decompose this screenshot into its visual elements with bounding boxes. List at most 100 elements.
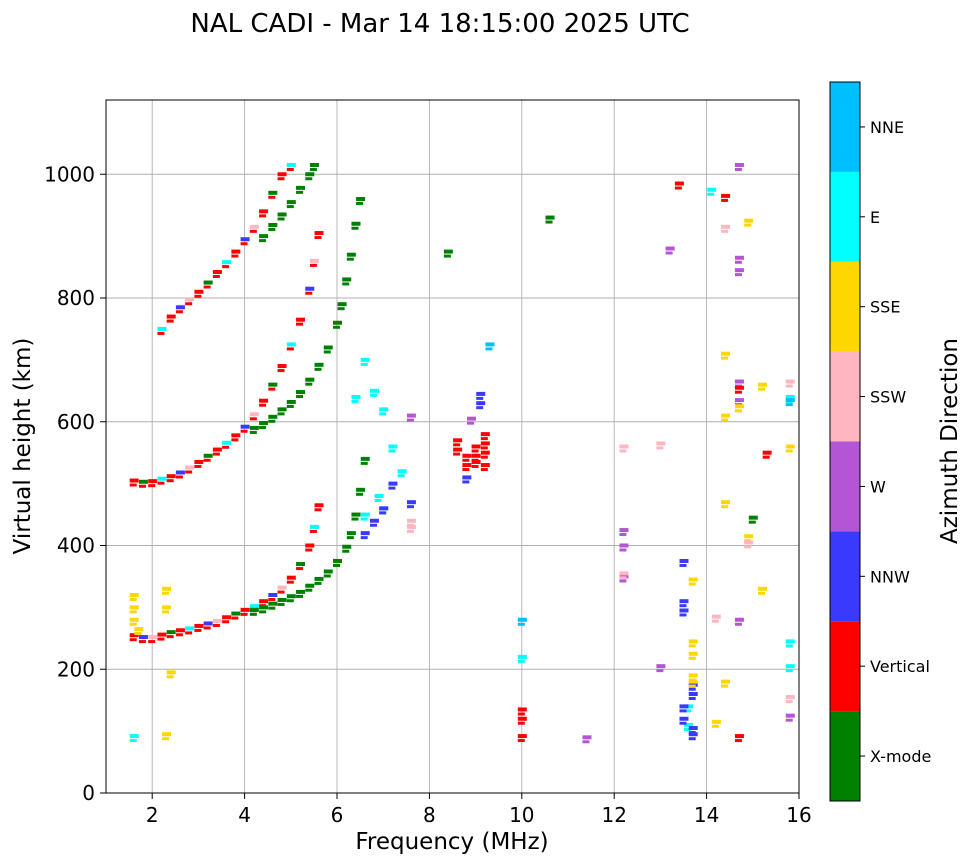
echo-mark — [185, 465, 195, 470]
echo-mark — [619, 576, 627, 580]
echo-mark — [249, 417, 257, 421]
colorbar-swatch — [830, 351, 860, 442]
echo-mark — [762, 450, 772, 455]
echo-mark — [259, 398, 269, 403]
echo-mark — [240, 612, 248, 616]
echo-mark — [166, 314, 176, 319]
echo-mark — [379, 506, 389, 511]
echo-mark — [369, 518, 379, 523]
echo-mark — [249, 430, 257, 434]
echo-mark — [162, 591, 170, 595]
echo-mark — [379, 412, 387, 416]
echo-mark — [545, 215, 555, 220]
echo-mark — [222, 620, 230, 624]
echo-mark — [758, 387, 766, 391]
echo-mark — [129, 598, 137, 601]
echo-mark — [462, 463, 472, 468]
echo-mark — [203, 458, 211, 462]
echo-mark — [175, 470, 185, 475]
echo-mark — [194, 289, 204, 294]
echo-mark — [305, 377, 315, 382]
colorbar-tick-label: W — [870, 477, 886, 496]
echo-mark — [785, 700, 793, 704]
echo-mark — [259, 209, 269, 214]
echo-mark — [157, 481, 165, 485]
series-1 — [249, 456, 370, 616]
echo-mark — [259, 420, 269, 425]
echo-mark — [476, 396, 484, 400]
echo-mark — [194, 628, 202, 632]
echo-mark — [517, 659, 525, 663]
echo-mark — [462, 458, 470, 462]
echo-mark — [406, 500, 416, 505]
echo-mark — [240, 607, 250, 612]
echo-mark — [476, 406, 484, 410]
series-13 — [517, 181, 772, 743]
echo-mark — [129, 739, 137, 743]
echo-mark — [162, 732, 172, 737]
echo-mark — [397, 469, 407, 474]
echo-mark — [582, 735, 592, 740]
echo-mark — [356, 202, 364, 205]
echo-mark — [356, 197, 366, 201]
echo-mark — [734, 268, 744, 273]
echo-mark — [762, 455, 770, 459]
echo-mark — [166, 630, 176, 635]
echo-mark — [360, 512, 370, 517]
echo-mark — [619, 543, 629, 548]
echo-mark — [711, 614, 721, 619]
echo-mark — [785, 403, 793, 407]
y-axis-ticks: 0 200 400 600 800 1000 — [44, 162, 106, 805]
echo-mark — [656, 446, 664, 450]
echo-mark — [360, 517, 368, 521]
echo-mark — [688, 692, 698, 696]
echo-mark — [129, 734, 139, 739]
echo-mark — [203, 280, 213, 285]
series-2 — [129, 231, 324, 488]
echo-mark — [379, 511, 387, 515]
echo-mark — [388, 486, 396, 490]
echo-mark — [688, 644, 696, 648]
echo-mark — [744, 545, 752, 549]
echo-mark — [758, 382, 768, 387]
echo-mark — [166, 635, 174, 639]
echo-mark — [277, 177, 285, 181]
echo-mark — [268, 601, 278, 606]
echo-mark — [679, 599, 689, 604]
echo-mark — [259, 599, 269, 604]
echo-mark — [286, 399, 296, 404]
echo-mark — [185, 297, 195, 302]
echo-mark — [185, 626, 195, 631]
echo-mark — [296, 317, 306, 322]
echo-mark — [674, 186, 682, 190]
echo-mark — [711, 619, 719, 623]
echo-mark — [259, 605, 269, 610]
echo-mark — [351, 395, 361, 399]
echo-mark — [222, 445, 230, 449]
echo-mark — [342, 277, 352, 282]
echo-mark — [734, 739, 742, 743]
echo-mark — [157, 632, 167, 637]
echo-mark — [721, 413, 731, 418]
echo-mark — [688, 687, 696, 691]
colorbar-frame — [829, 81, 861, 802]
echo-mark — [309, 162, 319, 167]
echo-mark — [138, 479, 148, 484]
echo-mark — [744, 534, 754, 539]
echo-mark — [443, 249, 453, 254]
echo-mark — [619, 548, 627, 552]
echo-mark — [379, 407, 389, 412]
echo-mark — [721, 356, 729, 360]
echo-mark — [277, 172, 287, 177]
echo-mark — [323, 350, 331, 354]
echo-mark — [296, 562, 306, 567]
echo-mark — [744, 218, 754, 223]
echo-mark — [785, 449, 793, 453]
echo-mark — [721, 684, 729, 688]
echo-mark — [758, 591, 766, 595]
echo-mark — [707, 192, 715, 196]
echo-mark — [374, 499, 382, 502]
echo-mark — [619, 528, 629, 533]
echo-mark — [296, 594, 304, 598]
